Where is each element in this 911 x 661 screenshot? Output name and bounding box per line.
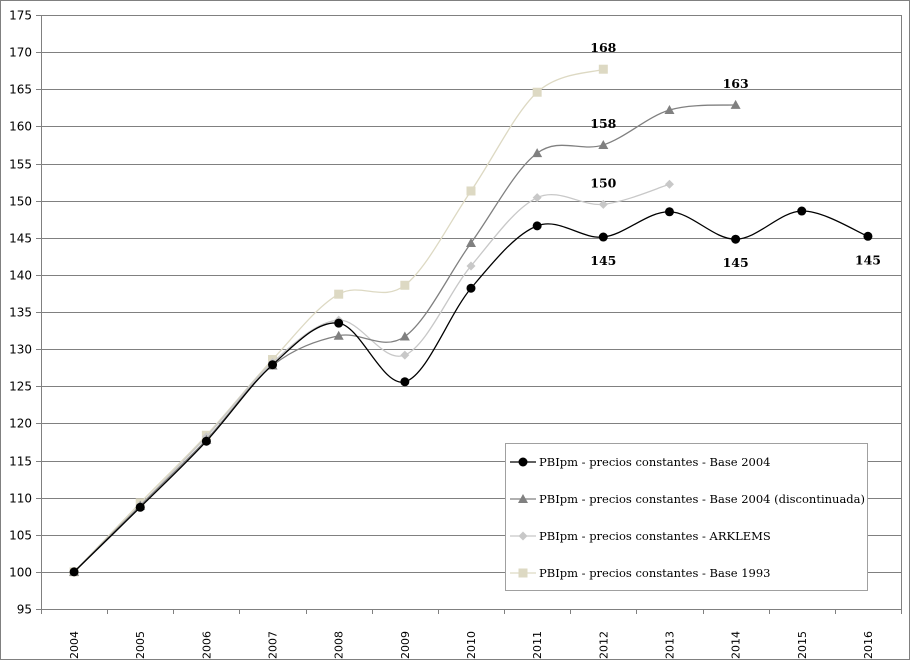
y-tick-label: 155	[9, 158, 32, 172]
diamond-marker-icon	[532, 193, 542, 203]
x-axis: 2004 2005 2006 2007 2008 2009 2010 2011 2012 2013…	[41, 609, 902, 659]
x-tick-label: 2011	[531, 631, 544, 659]
circle-marker-icon	[334, 318, 344, 328]
data-label: 163	[723, 76, 749, 91]
circle-marker-icon	[268, 360, 278, 370]
circle-marker-icon	[466, 283, 476, 293]
x-tick-label: 2010	[465, 631, 478, 659]
y-tick-label: 110	[9, 492, 32, 506]
x-tick-label: 2015	[796, 631, 809, 659]
circle-marker-icon	[69, 567, 79, 577]
circle-marker-icon	[664, 207, 674, 217]
triangle-marker-icon	[399, 331, 410, 341]
legend-label: PBIpm - precios constantes - ARKLEMS	[539, 529, 771, 543]
y-tick-label: 165	[9, 83, 32, 97]
circle-marker-icon	[135, 502, 145, 512]
triangle-marker-icon	[466, 237, 476, 247]
y-tick-label: 95	[17, 603, 32, 617]
data-label: 150	[590, 175, 616, 190]
circle-marker-icon	[863, 231, 873, 241]
legend-box	[505, 443, 868, 591]
x-tick-label: 2004	[68, 631, 81, 659]
square-marker-icon	[518, 568, 528, 578]
series-group	[69, 64, 873, 577]
y-tick-label: 150	[9, 195, 32, 209]
data-labels: 168 163 158 150 145 145 145	[590, 40, 881, 270]
legend-item[interactable]: PBIpm - precios constantes - Base 2004	[510, 455, 770, 469]
x-tick-label: 2009	[399, 631, 412, 659]
x-tick-label: 2008	[333, 631, 346, 659]
square-marker-icon	[532, 87, 542, 97]
circle-marker-icon	[532, 221, 542, 231]
square-marker-icon	[598, 64, 608, 74]
y-tick-label: 145	[9, 232, 32, 246]
legend-item[interactable]: PBIpm - precios constantes - Base 2004 (…	[510, 492, 865, 506]
legend-label: PBIpm - precios constantes - Base 1993	[539, 566, 770, 580]
diamond-marker-icon	[466, 261, 476, 271]
y-tick-label: 100	[9, 566, 32, 580]
x-tick-label: 2005	[134, 631, 147, 659]
square-marker-icon	[400, 280, 410, 290]
y-tick-label: 140	[9, 269, 32, 283]
legend-item[interactable]: PBIpm - precios constantes - ARKLEMS	[510, 529, 771, 543]
x-tick-label: 2013	[663, 631, 676, 659]
diamond-marker-icon	[598, 199, 608, 209]
data-label: 145	[723, 255, 749, 270]
triangle-marker-icon	[333, 330, 344, 340]
circle-marker-icon	[400, 377, 410, 387]
y-tick-label: 125	[9, 380, 32, 394]
circle-marker-icon	[598, 232, 608, 242]
diamond-marker-icon	[664, 179, 674, 189]
x-tick-label: 2012	[597, 631, 610, 659]
data-label: 145	[590, 253, 616, 268]
triangle-marker-icon	[664, 105, 675, 115]
data-label: 145	[855, 252, 881, 267]
y-tick-label: 175	[9, 9, 32, 23]
legend-label: PBIpm - precios constantes - Base 2004 (…	[539, 492, 865, 506]
x-tick-label: 2014	[730, 631, 743, 659]
x-tick-label: 2007	[267, 631, 280, 659]
data-label: 168	[590, 40, 616, 55]
legend: PBIpm - precios constantes - Base 2004 PB…	[505, 443, 868, 591]
circle-marker-icon	[518, 457, 528, 467]
circle-marker-icon	[797, 206, 807, 216]
circle-marker-icon	[731, 234, 741, 244]
gridlines	[41, 15, 902, 610]
y-tick-label: 170	[9, 46, 32, 60]
y-tick-label: 105	[9, 529, 32, 543]
triangle-marker-icon	[598, 139, 609, 149]
x-tick-label: 2006	[200, 631, 213, 659]
legend-item[interactable]: PBIpm - precios constantes - Base 1993	[510, 566, 770, 580]
legend-label: PBIpm - precios constantes - Base 2004	[539, 455, 770, 469]
diamond-marker-icon	[518, 531, 528, 541]
diamond-marker-icon	[400, 350, 410, 360]
square-marker-icon	[334, 289, 344, 299]
y-tick-label: 115	[9, 455, 32, 469]
x-tick-label: 2016	[862, 631, 875, 659]
series-path	[73, 183, 670, 573]
y-tick-label: 135	[9, 306, 32, 320]
triangle-marker-icon	[730, 99, 741, 109]
triangle-marker-icon	[518, 494, 528, 503]
y-tick-label: 160	[9, 120, 32, 134]
circle-marker-icon	[201, 436, 211, 446]
y-tick-label: 130	[9, 343, 32, 357]
y-axis: 95 100 105 110 115 120 125 130 135 140 145 150 155 16…	[9, 9, 42, 617]
square-marker-icon	[466, 186, 476, 196]
data-label: 158	[590, 116, 616, 131]
triangle-marker-icon	[532, 148, 543, 158]
series-line	[69, 206, 873, 577]
y-tick-label: 120	[9, 417, 32, 431]
